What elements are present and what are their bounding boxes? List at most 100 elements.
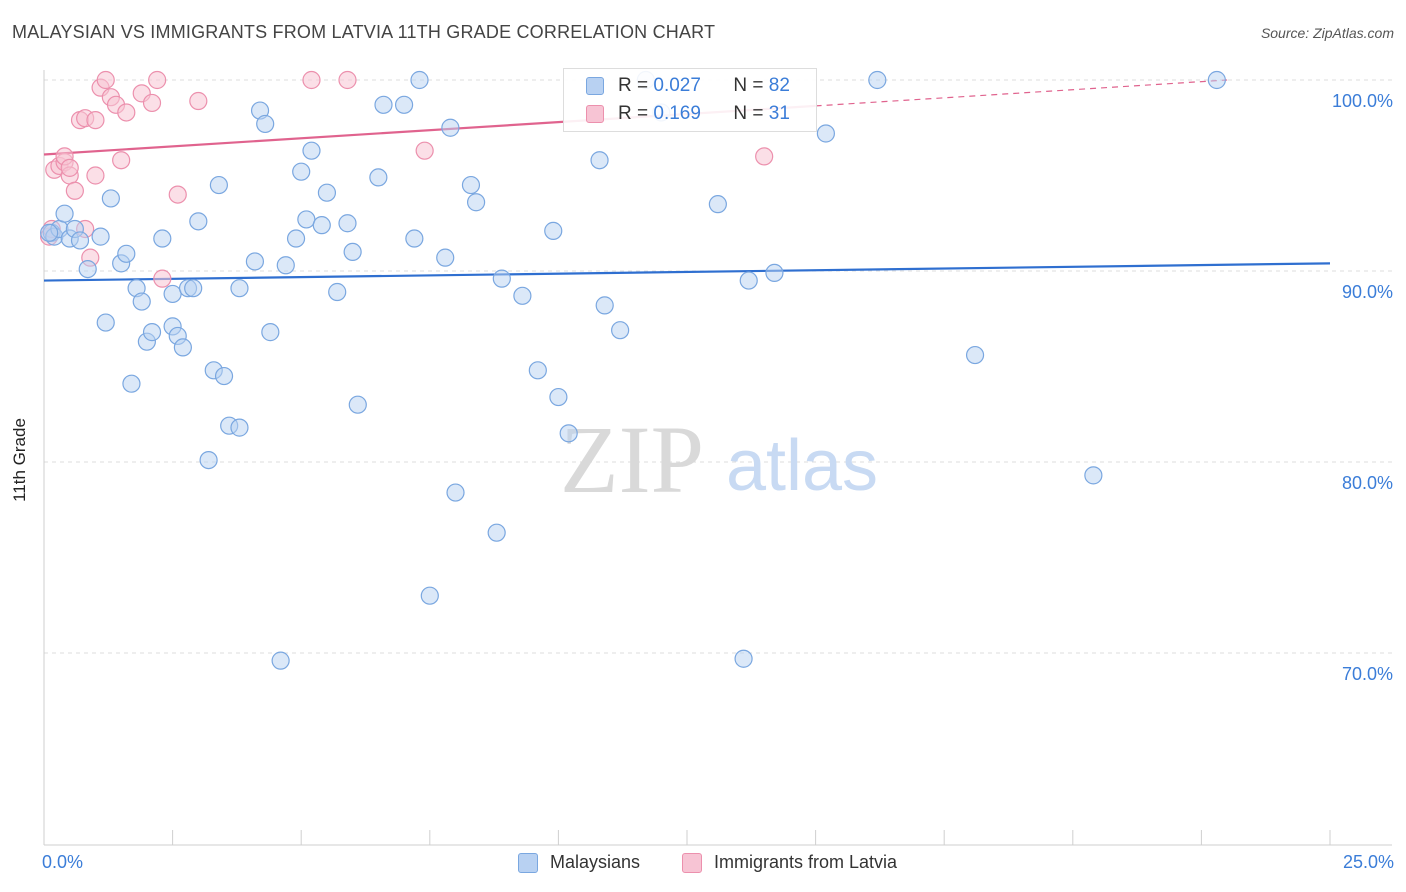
- malaysian-point: [261, 323, 280, 342]
- bottom-legend-label-1: Malaysians: [550, 852, 641, 872]
- malaysian-point: [765, 263, 784, 283]
- y-tick-label-80: 80.0%: [1342, 473, 1393, 493]
- malaysian-point: [816, 124, 835, 143]
- malaysian-point: [317, 183, 337, 202]
- latvia-point: [112, 151, 131, 170]
- bottom-legend-malaysians: Malaysians: [518, 852, 640, 873]
- malaysian-point: [96, 313, 115, 332]
- latvia-point: [153, 269, 172, 288]
- malaysian-point: [55, 204, 74, 223]
- malaysian-point: [405, 229, 424, 248]
- latvia-point: [65, 181, 84, 200]
- malaysian-point: [611, 321, 630, 340]
- source-label: Source: ZipAtlas.com: [1260, 25, 1394, 41]
- malaysian-point: [343, 242, 362, 261]
- malaysian-point: [286, 229, 306, 248]
- malaysian-point: [245, 252, 265, 271]
- malaysian-point: [410, 70, 429, 90]
- latvia-point: [755, 147, 774, 166]
- malaysian-point: [492, 269, 511, 288]
- legend-row-latvia: R = 0.169 N = 31: [586, 101, 790, 127]
- malaysian-point: [328, 282, 347, 302]
- latvia-point: [189, 91, 208, 111]
- malaysian-point: [142, 323, 162, 342]
- malaysian-point: [101, 189, 120, 208]
- legend-n-value-1: 82: [768, 75, 790, 96]
- malaysian-point: [153, 229, 172, 248]
- latvia-point: [86, 111, 105, 130]
- malaysian-point: [91, 227, 110, 246]
- malaysian-point: [441, 118, 460, 137]
- malaysian-point: [461, 175, 481, 195]
- y-tick-label-100: 100.0%: [1332, 91, 1393, 111]
- malaysian-point: [271, 651, 290, 670]
- malaysian-point: [122, 374, 141, 393]
- malaysian-point: [40, 223, 59, 242]
- bottom-legend: Malaysians Immigrants from Latvia: [0, 852, 1406, 878]
- latvia-point: [338, 70, 357, 90]
- malaysian-point: [230, 279, 249, 298]
- malaysian-point: [163, 284, 182, 304]
- malaysian-point: [487, 523, 506, 542]
- malaysian-point: [199, 450, 218, 470]
- malaysian-point: [1207, 70, 1226, 90]
- malaysian-point: [549, 387, 568, 407]
- malaysian-point: [595, 296, 614, 315]
- malaysian-point: [348, 395, 367, 414]
- legend-n-label: N =: [733, 103, 764, 124]
- axes: [43, 70, 1392, 846]
- bottom-legend-label-2: Immigrants from Latvia: [714, 852, 898, 872]
- x-min-label: 0.0%: [42, 852, 84, 872]
- malaysian-point: [708, 195, 727, 214]
- malaysian-point: [1084, 466, 1103, 485]
- malaysian-point: [189, 212, 208, 231]
- malaysian-point: [276, 256, 295, 275]
- malaysian-point: [132, 292, 151, 311]
- malaysian-point: [173, 338, 192, 357]
- chart-title: MALAYSIAN VS IMMIGRANTS FROM LATVIA 11TH…: [12, 22, 716, 42]
- y-tick-label-90: 90.0%: [1342, 282, 1393, 302]
- watermark: ZIP atlas: [560, 406, 878, 513]
- malaysian-point: [394, 95, 414, 114]
- malaysian-point: [117, 244, 136, 263]
- latvia-point: [142, 93, 162, 113]
- malaysian-point: [734, 649, 753, 668]
- latvia-point: [60, 158, 79, 177]
- stats-legend: R = 0.027 N = 82 R = 0.169 N = 31: [563, 68, 817, 132]
- malaysian-point: [544, 221, 563, 240]
- latvia-point: [117, 103, 136, 122]
- malaysian-point: [868, 70, 887, 90]
- malaysian-point: [230, 418, 249, 437]
- legend-n-label: N =: [733, 75, 764, 96]
- malaysian-point: [436, 248, 455, 267]
- bottom-legend-latvia: Immigrants from Latvia: [682, 852, 897, 873]
- legend-r-value-1: 0.027: [653, 75, 701, 96]
- malaysian-point: [369, 168, 388, 187]
- latvia-point: [168, 185, 187, 204]
- malaysian-point: [965, 345, 985, 365]
- legend-r-label: R =: [618, 75, 649, 96]
- legend-r-label: R =: [618, 103, 649, 124]
- grid: [44, 79, 1392, 654]
- malaysian-point: [256, 114, 275, 134]
- legend-swatch-pink: [586, 105, 604, 123]
- malaysian-point: [590, 151, 609, 170]
- y-tick-label-70: 70.0%: [1342, 664, 1393, 684]
- watermark-atlas: atlas: [726, 426, 878, 506]
- legend-r-value-2: 0.169: [653, 103, 701, 124]
- malaysian-point: [466, 193, 486, 212]
- bottom-legend-swatch-blue: [518, 852, 538, 873]
- malaysian-points: [40, 70, 1226, 670]
- y-tick-labels: 70.0% 80.0% 90.0% 100.0%: [1332, 91, 1393, 684]
- latvia-point: [415, 141, 434, 160]
- trend-line-latvia-dashed: [815, 79, 1228, 107]
- malaysian-point: [559, 424, 578, 443]
- malaysian-point: [338, 214, 357, 233]
- malaysian-point: [297, 210, 316, 229]
- legend-swatch-blue: [586, 77, 604, 95]
- malaysian-point: [292, 162, 311, 181]
- malaysian-point: [528, 361, 547, 380]
- malaysian-point: [70, 231, 90, 250]
- x-max-label: 25.0%: [1342, 852, 1394, 872]
